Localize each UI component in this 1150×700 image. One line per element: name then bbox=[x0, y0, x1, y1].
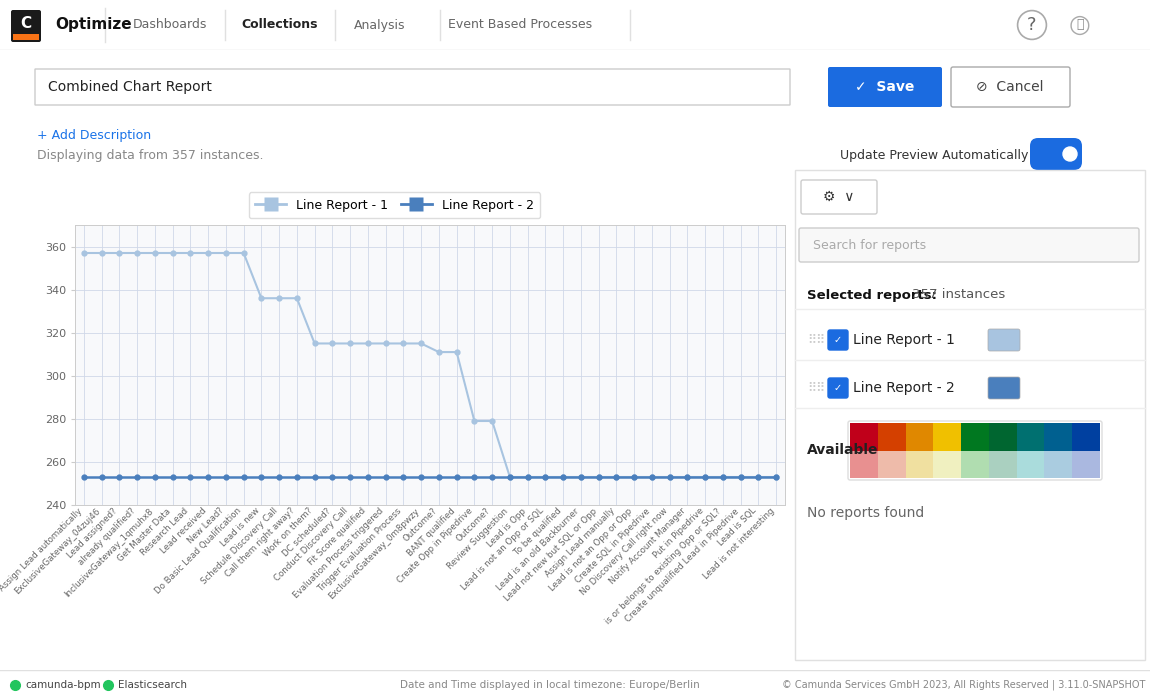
Text: C: C bbox=[21, 17, 31, 32]
Text: Event Based Processes: Event Based Processes bbox=[448, 18, 592, 32]
Bar bbox=[905, 451, 934, 478]
Bar bbox=[905, 423, 934, 451]
Text: ✓: ✓ bbox=[834, 383, 842, 393]
Text: ✓  Save: ✓ Save bbox=[856, 80, 914, 94]
FancyBboxPatch shape bbox=[34, 69, 790, 105]
Bar bbox=[877, 451, 905, 478]
Text: Line Report - 2: Line Report - 2 bbox=[853, 381, 954, 395]
Bar bbox=[1072, 451, 1101, 478]
Text: 357 instances: 357 instances bbox=[912, 288, 1005, 302]
Bar bbox=[1072, 423, 1101, 451]
Bar bbox=[1017, 423, 1044, 451]
Bar bbox=[989, 451, 1017, 478]
Bar bbox=[934, 451, 961, 478]
Text: ⠿⠿: ⠿⠿ bbox=[807, 382, 826, 395]
FancyBboxPatch shape bbox=[988, 377, 1020, 399]
FancyBboxPatch shape bbox=[802, 180, 877, 214]
FancyBboxPatch shape bbox=[1030, 138, 1082, 170]
Text: 👤: 👤 bbox=[1076, 18, 1083, 32]
FancyBboxPatch shape bbox=[799, 228, 1138, 262]
FancyBboxPatch shape bbox=[12, 10, 41, 42]
Bar bbox=[1044, 451, 1072, 478]
Text: ⊘  Cancel: ⊘ Cancel bbox=[976, 80, 1044, 94]
Text: Selected reports:: Selected reports: bbox=[807, 288, 937, 302]
FancyBboxPatch shape bbox=[828, 67, 942, 107]
Legend: Line Report - 1, Line Report - 2: Line Report - 1, Line Report - 2 bbox=[248, 192, 540, 218]
Bar bbox=[13, 34, 39, 40]
Text: Date and Time displayed in local timezone: Europe/Berlin: Date and Time displayed in local timezon… bbox=[400, 680, 699, 690]
Text: Displaying data from 357 instances.: Displaying data from 357 instances. bbox=[37, 148, 263, 162]
Text: Update Preview Automatically: Update Preview Automatically bbox=[840, 148, 1028, 162]
Text: Elasticsearch: Elasticsearch bbox=[118, 680, 187, 690]
Text: ?: ? bbox=[1027, 16, 1037, 34]
Text: Search for reports: Search for reports bbox=[813, 239, 926, 251]
Bar bbox=[795, 170, 1145, 660]
Bar bbox=[850, 423, 877, 451]
FancyBboxPatch shape bbox=[951, 67, 1070, 107]
Bar bbox=[1017, 451, 1044, 478]
Bar bbox=[877, 423, 905, 451]
Text: ○: ○ bbox=[1070, 13, 1091, 37]
Text: Collections: Collections bbox=[242, 18, 319, 32]
Text: Line Report - 1: Line Report - 1 bbox=[853, 333, 954, 347]
Text: © Camunda Services GmbH 2023, All Rights Reserved | 3.11.0-SNAPSHOT: © Camunda Services GmbH 2023, All Rights… bbox=[782, 680, 1145, 690]
FancyBboxPatch shape bbox=[828, 378, 848, 398]
Bar bbox=[961, 423, 989, 451]
Bar bbox=[934, 423, 961, 451]
Text: Optimize: Optimize bbox=[55, 18, 131, 32]
Bar bbox=[1044, 423, 1072, 451]
Text: No reports found: No reports found bbox=[807, 506, 925, 520]
Text: Combined Chart Report: Combined Chart Report bbox=[48, 80, 212, 94]
Text: ⠿⠿: ⠿⠿ bbox=[807, 333, 826, 346]
Bar bbox=[961, 451, 989, 478]
FancyBboxPatch shape bbox=[828, 330, 848, 350]
Text: + Add Description: + Add Description bbox=[37, 129, 151, 141]
Text: Analysis: Analysis bbox=[354, 18, 406, 32]
Bar bbox=[0, 50, 795, 670]
Text: ⚙  ∨: ⚙ ∨ bbox=[823, 190, 854, 204]
FancyBboxPatch shape bbox=[848, 421, 1102, 480]
Circle shape bbox=[1063, 147, 1078, 161]
Bar bbox=[989, 423, 1017, 451]
Text: camunda-bpm: camunda-bpm bbox=[25, 680, 101, 690]
Text: Dashboards: Dashboards bbox=[132, 18, 207, 32]
Text: ✓: ✓ bbox=[834, 335, 842, 345]
FancyBboxPatch shape bbox=[988, 329, 1020, 351]
Text: Available: Available bbox=[807, 444, 879, 458]
Bar bbox=[850, 451, 877, 478]
